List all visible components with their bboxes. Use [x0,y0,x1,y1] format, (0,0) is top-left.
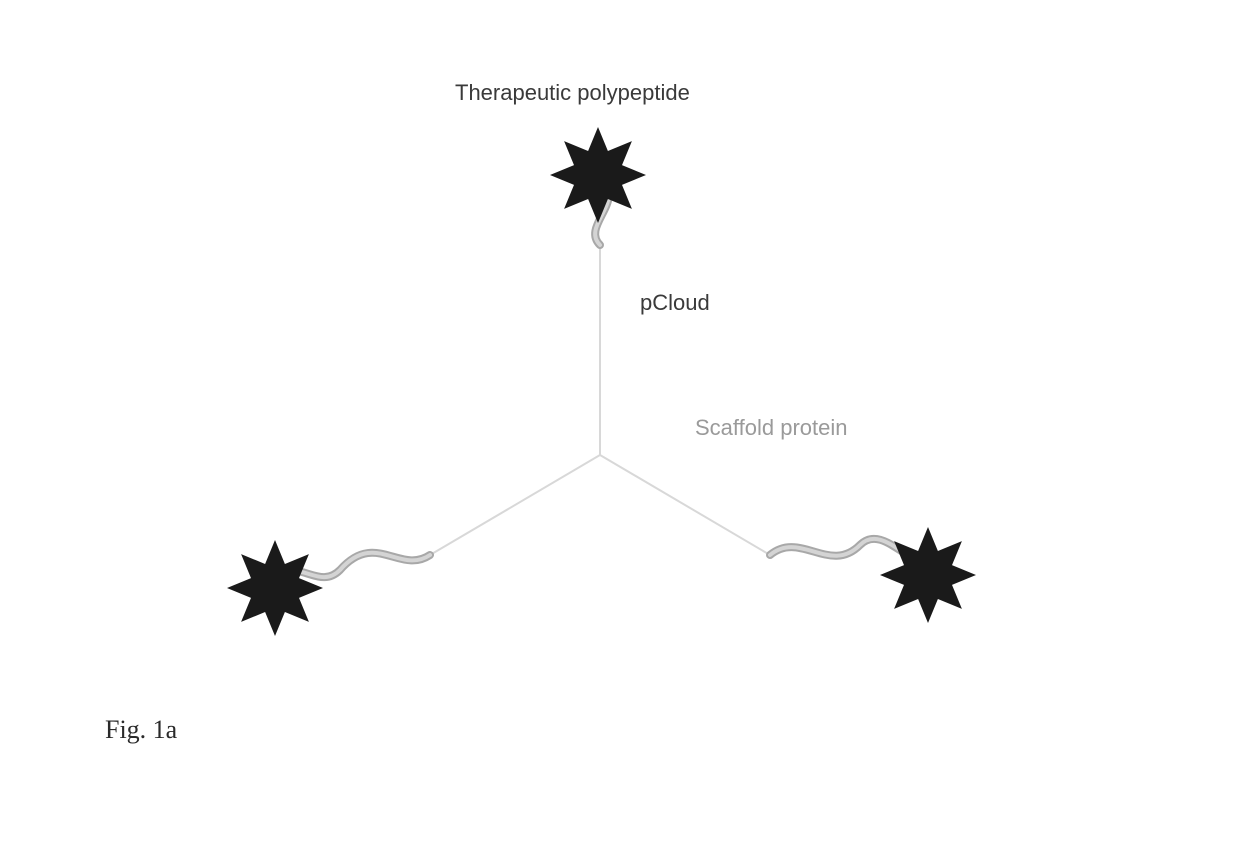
diagram-canvas [0,0,1240,863]
scaffold-arm-1 [430,455,600,555]
therapeutic-star-icon-0 [550,127,646,223]
figure-caption: Fig. 1a [105,715,177,745]
therapeutic-star-icon-2 [880,527,976,623]
label-therapeutic-polypeptide: Therapeutic polypeptide [455,80,690,106]
label-pcloud: pCloud [640,290,710,316]
label-scaffold-protein: Scaffold protein [695,415,847,441]
therapeutic-star-icon-1 [227,540,323,636]
scaffold-arm-2 [600,455,770,555]
